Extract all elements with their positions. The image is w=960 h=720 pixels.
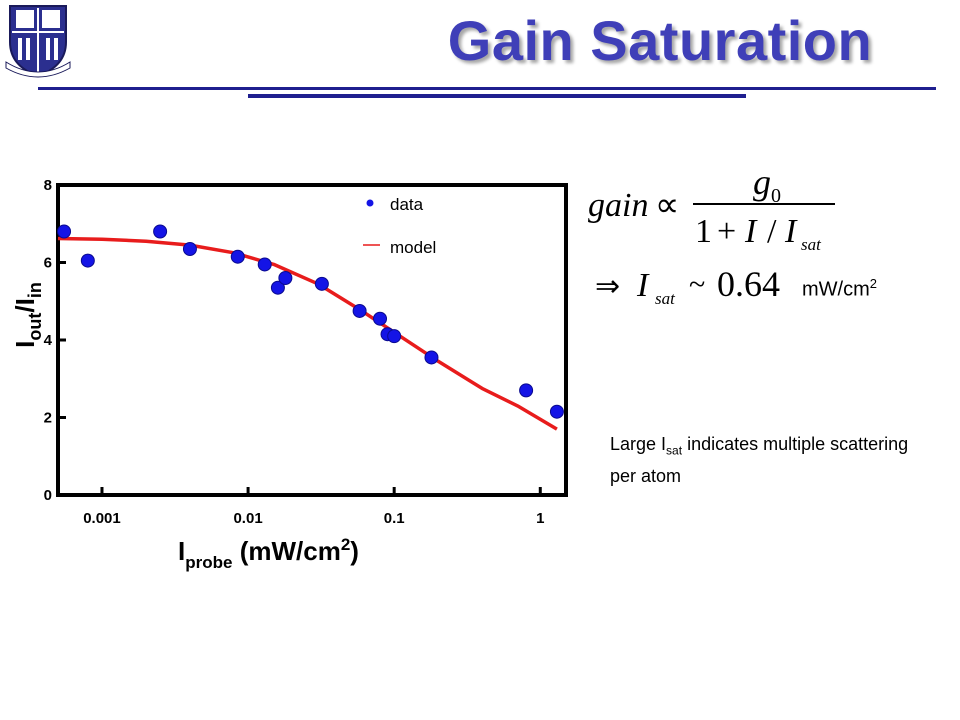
data-point bbox=[57, 224, 72, 239]
x-tick-label: 1 bbox=[536, 510, 544, 527]
note-sub: sat bbox=[666, 443, 683, 458]
note-suffix: indicates multiple scattering per atom bbox=[610, 434, 909, 486]
data-point bbox=[424, 350, 439, 365]
slide-title: Gain Saturation bbox=[447, 9, 873, 72]
formula-denominator-one: 1 bbox=[695, 213, 712, 250]
x-axis-label: Iprobe (mW/cm2) bbox=[178, 535, 359, 572]
data-point bbox=[373, 311, 388, 326]
y-tick-label: 4 bbox=[44, 332, 53, 349]
data-point bbox=[549, 404, 564, 419]
formula-approx: ~ bbox=[689, 268, 705, 301]
gain-saturation-chart: 0 2 4 6 8 0.001 0.01 0.1 1 data model Iout/Iin Iprob… bbox=[10, 177, 568, 572]
legend-data-marker bbox=[366, 199, 374, 207]
formula-numerator-sub: 0 bbox=[771, 185, 781, 207]
formula-saturation-intensity: I bbox=[784, 213, 798, 250]
y-tick-label: 2 bbox=[44, 410, 52, 427]
gain-formula: gain ∝ g 0 1 + I / I sat ⇒ I sat ~ 0.64 bbox=[588, 162, 835, 308]
formula-intensity: I bbox=[744, 213, 758, 250]
formula-units: mW/cm2 bbox=[802, 276, 877, 302]
legend-model-label: model bbox=[390, 238, 436, 257]
data-point bbox=[230, 249, 245, 264]
data-point bbox=[352, 303, 367, 318]
data-point bbox=[80, 253, 95, 268]
title-underline-long bbox=[38, 87, 936, 90]
formula-gain: gain bbox=[588, 187, 648, 224]
university-crest-logo bbox=[5, 5, 71, 78]
plot-frame bbox=[56, 183, 568, 497]
formula-proportional: ∝ bbox=[655, 187, 679, 224]
x-tick-label: 0.001 bbox=[83, 510, 121, 527]
data-point bbox=[519, 383, 534, 398]
y-tick-label: 6 bbox=[44, 255, 52, 272]
x-tick-label: 0.1 bbox=[384, 510, 405, 527]
data-point bbox=[182, 241, 197, 256]
data-point bbox=[257, 257, 272, 272]
units-sup: 2 bbox=[869, 276, 877, 291]
formula-slash: / bbox=[767, 213, 777, 250]
data-point bbox=[153, 224, 168, 239]
note-prefix: Large I bbox=[610, 434, 667, 454]
formula-numerator: g bbox=[753, 162, 771, 202]
y-axis-label: Iout/Iin bbox=[10, 282, 45, 348]
legend-data-label: data bbox=[390, 195, 424, 214]
y-tick-label: 8 bbox=[44, 177, 52, 194]
formula-implies: ⇒ bbox=[595, 270, 620, 303]
model-curve bbox=[57, 236, 558, 431]
saturation-note: Large Isat indicates multiple scattering… bbox=[610, 432, 930, 489]
data-point bbox=[314, 276, 329, 291]
title-underline-short bbox=[248, 94, 746, 98]
data-point bbox=[270, 280, 285, 295]
formula-isat-subscript: sat bbox=[655, 289, 676, 308]
x-tick-label: 0.01 bbox=[233, 510, 262, 527]
formula-plus: + bbox=[717, 213, 736, 250]
units-text: mW/cm bbox=[802, 278, 870, 301]
formula-value: 0.64 bbox=[717, 264, 780, 304]
data-point bbox=[387, 329, 402, 344]
formula-sat-subscript: sat bbox=[801, 235, 822, 254]
y-tick-label: 0 bbox=[44, 487, 52, 504]
data-point bbox=[278, 271, 293, 285]
formula-isat: I bbox=[636, 267, 650, 304]
